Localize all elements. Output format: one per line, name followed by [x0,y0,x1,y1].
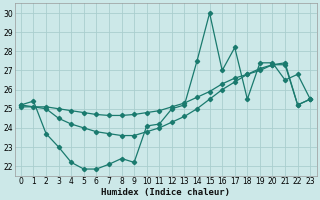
X-axis label: Humidex (Indice chaleur): Humidex (Indice chaleur) [101,188,230,197]
